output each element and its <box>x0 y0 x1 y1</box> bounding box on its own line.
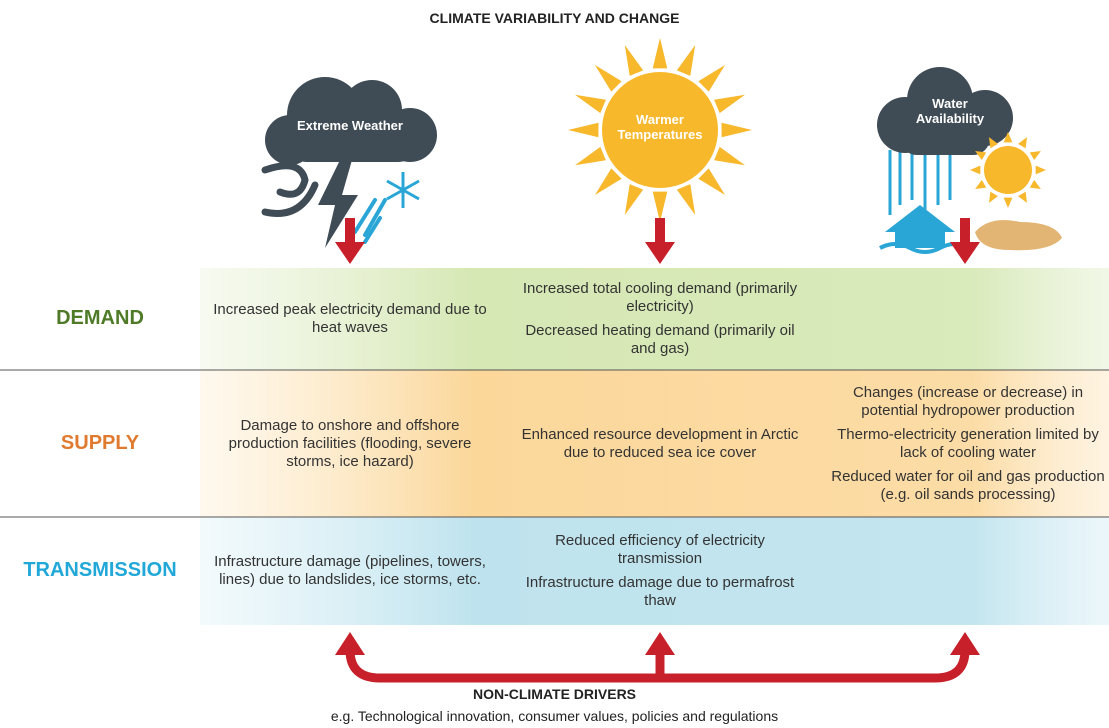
impact-text: Reduced water for oil and gas production… <box>823 468 1109 504</box>
sun-ray <box>714 147 745 165</box>
house <box>885 205 955 248</box>
dry-ground <box>975 220 1062 250</box>
sun-ray <box>698 168 725 195</box>
row-label: TRANSMISSION <box>0 559 200 582</box>
impact-text: Damage to onshore and offshore productio… <box>205 417 495 471</box>
sun-ray <box>595 168 622 195</box>
cell: Reduced efficiency of electricity transm… <box>515 517 805 625</box>
sun-ray <box>698 65 725 92</box>
sun-ray <box>653 192 668 222</box>
sun-ray <box>677 184 695 215</box>
cell <box>823 517 1109 625</box>
sun-ray <box>625 45 643 76</box>
sun-disc <box>984 146 1032 194</box>
cell: Changes (increase or decrease) in potent… <box>823 370 1109 517</box>
snowflake <box>387 172 419 208</box>
arrows-down <box>335 218 980 264</box>
cell: Damage to onshore and offshore productio… <box>205 370 495 517</box>
sun-ray <box>970 166 980 175</box>
row-label: SUPPLY <box>0 432 200 455</box>
sun-ray <box>1036 166 1046 175</box>
sun-ray <box>975 151 986 160</box>
footer-title: NON-CLIMATE DRIVERS <box>0 686 1109 702</box>
impact-text: Infrastructure damage due to permafrost … <box>515 574 805 610</box>
sun-ray <box>595 65 622 92</box>
sun-ray <box>1030 151 1041 160</box>
sun-ray <box>975 180 986 189</box>
footer-subtitle: e.g. Technological innovation, consumer … <box>0 708 1109 724</box>
impact-text: Infrastructure damage (pipelines, towers… <box>205 553 495 589</box>
impact-text: Thermo-electricity generation limited by… <box>823 426 1109 462</box>
diagram: CLIMATE VARIABILITY AND CHANGE Extreme W… <box>0 0 1109 728</box>
cell: Increased total cooling demand (primaril… <box>515 268 805 370</box>
sun-ray <box>722 123 752 138</box>
sun-ray <box>568 123 598 138</box>
sun-ray <box>575 147 606 165</box>
impact-text: Decreased heating demand (primarily oil … <box>515 322 805 358</box>
row-label: DEMAND <box>0 307 200 330</box>
impact-text: Changes (increase or decrease) in potent… <box>823 384 1109 420</box>
impact-text: Enhanced resource development in Arctic … <box>515 426 805 462</box>
driver-label: Extreme Weather <box>290 118 410 133</box>
sun-ray <box>1018 137 1027 148</box>
rain <box>355 200 385 242</box>
sun-ray <box>1018 192 1027 203</box>
sun-ray <box>1030 180 1041 189</box>
sun-ray <box>653 38 668 68</box>
cell: Infrastructure damage (pipelines, towers… <box>205 517 495 625</box>
wind <box>265 166 315 214</box>
sun-ray <box>714 95 745 113</box>
cell: Increased peak electricity demand due to… <box>205 268 495 370</box>
driver-label: Water Availability <box>905 96 995 126</box>
impact-text: Increased peak electricity demand due to… <box>205 301 495 337</box>
impact-text: Increased total cooling demand (primaril… <box>515 280 805 316</box>
cell: Enhanced resource development in Arctic … <box>515 370 805 517</box>
sun-ray <box>989 192 998 203</box>
sun-ray <box>677 45 695 76</box>
sun-ray <box>625 184 643 215</box>
driver-label: Warmer Temperatures <box>610 112 710 142</box>
impact-text: Reduced efficiency of electricity transm… <box>515 532 805 568</box>
feedback-arrows <box>335 632 980 678</box>
sun-ray <box>575 95 606 113</box>
title: CLIMATE VARIABILITY AND CHANGE <box>0 10 1109 26</box>
cell <box>823 268 1109 370</box>
sun-ray <box>1004 198 1013 208</box>
